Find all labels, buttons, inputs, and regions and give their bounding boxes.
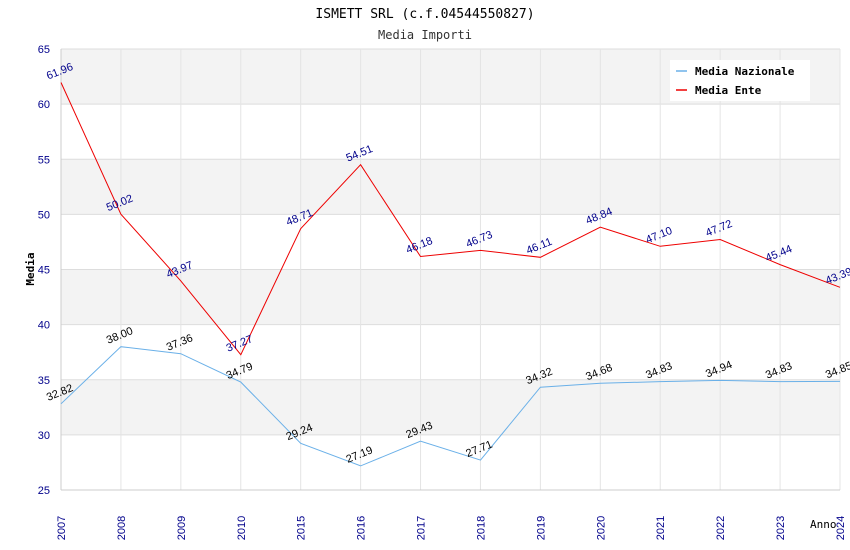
x-tick-label: 2024	[835, 516, 847, 540]
y-tick-label: 65	[38, 44, 50, 56]
legend-label: Media Ente	[695, 84, 762, 97]
grid-band	[61, 159, 840, 215]
y-tick-label: 25	[38, 485, 50, 497]
legend: Media Nazionale Media Ente	[670, 60, 810, 101]
y-tick-label: 30	[38, 430, 50, 442]
series-line-2	[60, 82, 841, 356]
x-tick-label: 2007	[56, 516, 68, 540]
x-tick-label: 2022	[715, 516, 727, 540]
legend-box	[670, 60, 810, 101]
y-tick-label: 60	[38, 99, 50, 111]
x-axis-label: Anno	[810, 518, 837, 531]
x-tick-label: 2020	[595, 516, 607, 540]
x-tick-label: 2009	[176, 516, 188, 540]
grid-band	[61, 324, 840, 380]
chart-title: ISMETT SRL (c.f.04544550827)	[315, 7, 534, 22]
series-lines	[60, 82, 841, 467]
y-tick-label: 40	[38, 320, 50, 332]
series-line-1	[60, 346, 841, 467]
y-tick-label: 45	[38, 265, 50, 277]
x-tick-label: 2018	[475, 516, 487, 540]
x-tick-labels: 2007 2008 2009 2010 2015 2016 2017 2018 2019 2020…	[56, 516, 847, 540]
grid-band	[61, 104, 840, 160]
y-tick-labels: 25 30 35 40 45 50 55 60 65	[38, 44, 50, 497]
x-tick-label: 2017	[416, 516, 428, 540]
gridlines	[60, 48, 841, 491]
x-tick-label: 2015	[296, 516, 308, 540]
x-tick-label: 2008	[116, 516, 128, 540]
legend-label: Media Nazionale	[695, 65, 795, 78]
grid-band	[61, 379, 840, 435]
chart-subtitle: Media Importi	[378, 28, 472, 42]
y-axis-label: Media	[24, 252, 37, 285]
x-tick-label: 2023	[775, 516, 787, 540]
y-tick-label: 55	[38, 154, 50, 166]
y-tick-label: 35	[38, 375, 50, 387]
y-tick-label: 50	[38, 209, 50, 221]
x-tick-label: 2010	[236, 516, 248, 540]
grid-band	[61, 269, 840, 325]
grid-band	[61, 214, 840, 270]
grid-bands	[61, 49, 840, 490]
x-tick-label: 2019	[535, 516, 547, 540]
x-tick-label: 2021	[655, 516, 667, 540]
grid-band	[61, 434, 840, 490]
x-tick-label: 2016	[356, 516, 368, 540]
